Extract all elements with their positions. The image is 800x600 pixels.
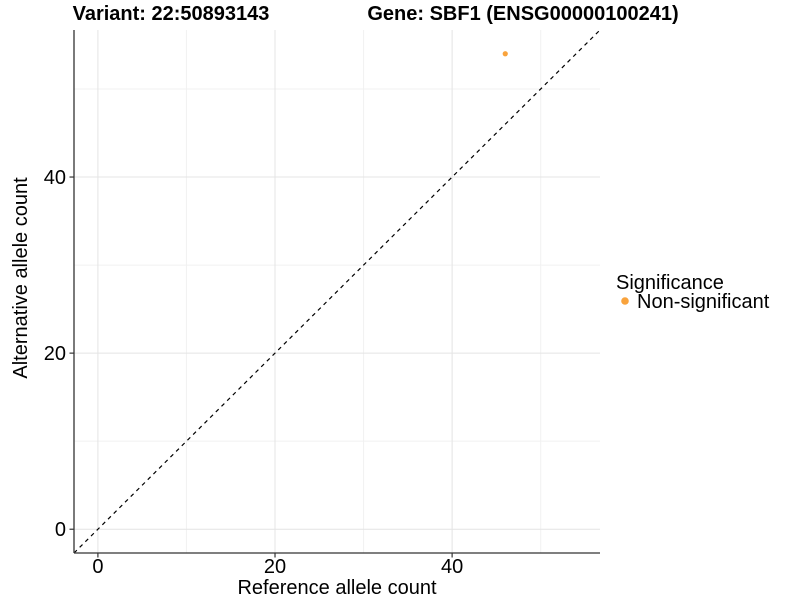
variant-title: Variant: 22:50893143 [73, 3, 270, 25]
axis-ticks [69, 176, 453, 558]
data-point [502, 51, 508, 57]
identity-line-group [73, 29, 601, 554]
data-points [502, 51, 508, 57]
x-axis-title: Reference allele count [237, 577, 436, 599]
tick-labels: 0 20 40 0 20 40 [44, 167, 463, 578]
y-tick-label: 0 [55, 519, 66, 541]
x-tick-label: 40 [441, 556, 463, 578]
y-tick-label: 40 [44, 167, 66, 189]
gene-title: Gene: SBF1 (ENSG00000100241) [367, 3, 678, 25]
x-tick-label: 20 [264, 556, 286, 578]
x-tick-label: 0 [92, 556, 103, 578]
gridlines-minor [74, 30, 600, 553]
legend-key-dot [621, 297, 629, 305]
legend-title: Significance [616, 272, 724, 294]
gridlines-major [74, 30, 600, 553]
identity-line [73, 29, 601, 554]
y-tick-label: 20 [44, 343, 66, 365]
y-axis-title: Alternative allele count [10, 177, 32, 379]
axis-lines [73, 30, 600, 554]
legend: Significance Non-significant [616, 272, 770, 313]
legend-item-label: Non-significant [637, 291, 770, 313]
